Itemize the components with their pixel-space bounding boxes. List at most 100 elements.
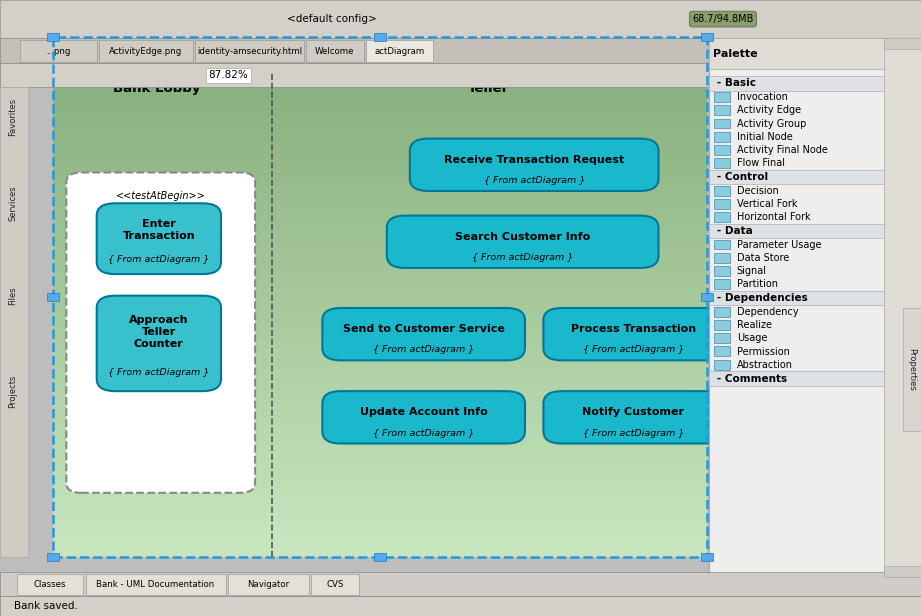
Bar [53,78,707,89]
Bar [53,356,707,367]
Bar [709,76,884,91]
Text: Process Transaction: Process Transaction [571,324,695,334]
Text: Teller: Teller [468,81,508,95]
Bar [53,434,707,445]
Text: { From actDiagram }: { From actDiagram } [373,429,474,437]
Bar [884,38,921,577]
Bar [714,253,730,262]
Bar [714,212,730,222]
Text: Permission: Permission [737,347,789,357]
Text: <default config>: <default config> [286,14,377,24]
Text: Vertical Fork: Vertical Fork [737,199,798,209]
Bar [53,148,707,158]
Text: Realize: Realize [737,320,772,330]
Text: Decision: Decision [737,186,778,196]
Bar [0,38,709,63]
Text: { From actDiagram }: { From actDiagram } [484,176,585,185]
Bar [709,38,921,577]
Text: Invocation: Invocation [737,92,787,102]
Bar [53,252,707,262]
Bar [53,530,707,540]
Text: Data Store: Data Store [737,253,789,263]
Text: Signal: Signal [737,266,767,276]
Text: Search Customer Info: Search Customer Info [455,232,590,241]
Bar [0,0,921,38]
Bar [53,37,707,73]
Bar [53,61,707,71]
Text: { From actDiagram }: { From actDiagram } [110,234,212,244]
Bar [53,35,707,46]
Bar [714,360,730,370]
Text: identity-amsecurity.html: identity-amsecurity.html [197,47,302,55]
Bar [53,504,707,514]
Text: { From actDiagram }: { From actDiagram } [373,346,474,354]
Bar [0,596,921,616]
Text: { From actDiagram }: { From actDiagram } [472,253,573,262]
Bar [53,486,707,496]
Text: Activity Edge: Activity Edge [737,105,801,115]
Bar [903,308,921,431]
Bar [53,70,707,80]
Bar [53,52,707,63]
Bar [53,105,707,115]
Text: Abstraction: Abstraction [737,360,793,370]
FancyBboxPatch shape [543,308,723,360]
Bar [53,217,707,228]
Bar [0,87,28,557]
Bar [53,243,707,254]
Bar [53,182,707,193]
Bar [53,37,707,557]
Bar [53,347,707,358]
Bar [714,266,730,276]
Bar [53,399,707,410]
Bar [53,174,707,184]
Bar [53,521,707,532]
Bar [702,553,713,562]
FancyBboxPatch shape [97,203,221,274]
Bar [709,371,884,386]
Bar [53,286,707,298]
Text: { From actDiagram }: { From actDiagram } [583,429,683,437]
Text: { From actDiagram }: { From actDiagram } [109,256,209,264]
Bar [374,553,387,562]
Text: Parameter Usage: Parameter Usage [737,240,822,249]
Bar [53,304,707,315]
Text: - Data: - Data [717,226,752,236]
Text: 68.7/94.8MB: 68.7/94.8MB [693,14,753,24]
Bar [714,199,730,209]
Text: Bank Lobby: Bank Lobby [113,81,200,95]
Bar [86,574,226,595]
Text: Initial Node: Initial Node [737,132,793,142]
Bar [53,322,707,332]
Bar [53,495,707,505]
Bar [709,291,884,305]
Text: { From actDiagram }: { From actDiagram } [109,368,209,376]
Text: Services: Services [8,185,17,221]
Bar [53,408,707,419]
Bar [53,44,707,54]
Text: Bank - UML Documentation: Bank - UML Documentation [96,580,215,589]
Text: Bank saved.: Bank saved. [14,601,77,611]
Bar [53,382,707,392]
FancyBboxPatch shape [410,139,659,191]
Bar [53,538,707,549]
Bar [311,574,359,595]
Text: - Control: - Control [717,172,768,182]
Text: Activity Group: Activity Group [737,119,806,129]
Bar [53,417,707,428]
Text: Horizontal Fork: Horizontal Fork [737,213,810,222]
Bar [374,33,387,41]
Bar [48,553,59,562]
Bar [714,185,730,195]
Text: ActivityEdge.png: ActivityEdge.png [110,47,182,55]
Text: <<testAtBegin>>: <<testAtBegin>> [116,191,205,201]
Text: Files: Files [8,286,17,305]
Text: Update Account Info: Update Account Info [360,407,487,417]
Bar [0,63,709,87]
Bar [714,158,730,168]
Bar [48,33,59,41]
Bar [714,145,730,155]
Bar [53,477,707,488]
Bar [714,132,730,142]
Bar [53,339,707,349]
